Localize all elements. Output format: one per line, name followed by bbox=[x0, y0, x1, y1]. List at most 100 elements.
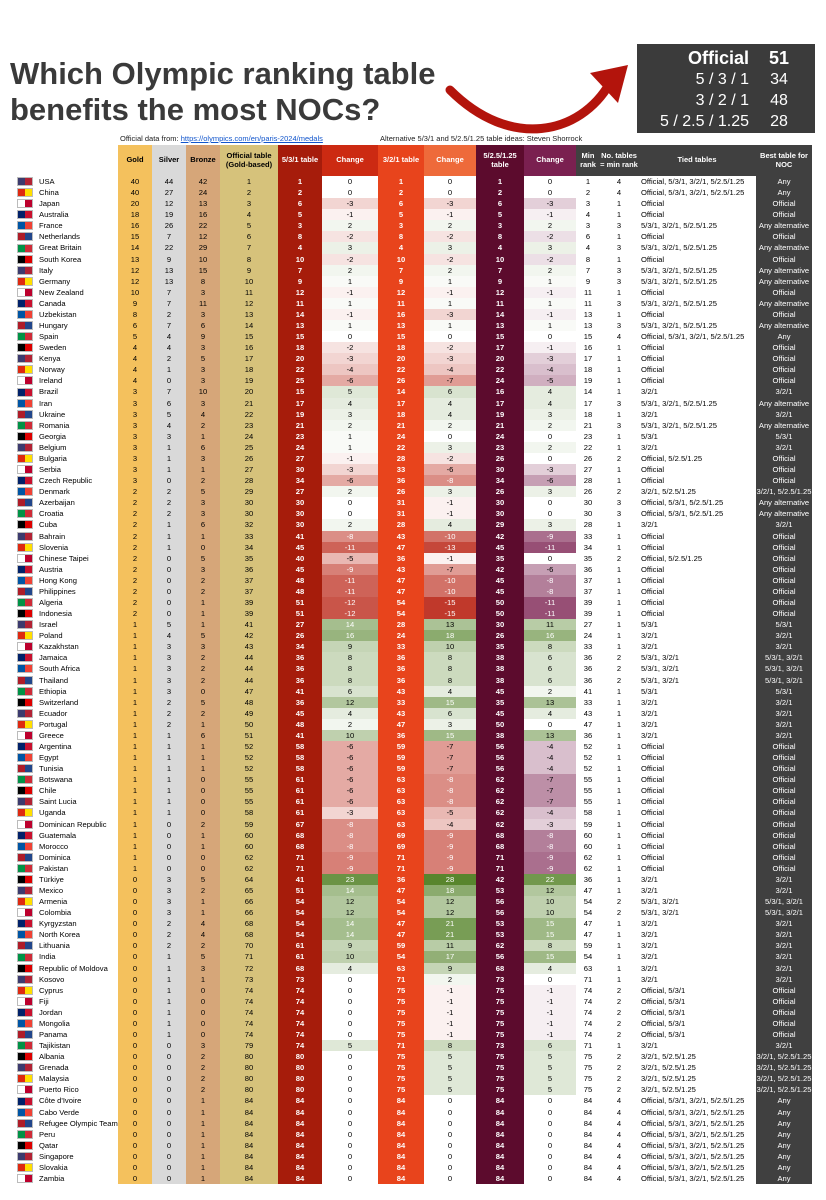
change-321: -8 bbox=[424, 796, 476, 808]
rank-525: 75 bbox=[476, 1062, 524, 1074]
rank-531: 22 bbox=[278, 364, 322, 376]
country: Denmark bbox=[39, 487, 70, 497]
change-321: 8 bbox=[424, 674, 476, 686]
change-525: -5 bbox=[524, 375, 576, 387]
change-531: 0 bbox=[322, 1006, 378, 1018]
best-table: 5/3/1, 3/2/1 bbox=[756, 907, 812, 919]
gold: 0 bbox=[118, 929, 152, 941]
min-rank: 55 bbox=[583, 786, 593, 796]
best-table: Official bbox=[756, 209, 812, 221]
change-321: 5 bbox=[424, 1084, 476, 1096]
rank-321: 13 bbox=[378, 320, 424, 332]
bronze: 5 bbox=[186, 696, 220, 708]
tied-tables: 3/2/1 bbox=[641, 974, 658, 984]
rank-321: 75 bbox=[378, 1084, 424, 1096]
min-rank: 74 bbox=[583, 996, 593, 1006]
rank-321: 75 bbox=[378, 984, 424, 996]
gold: 0 bbox=[118, 1106, 152, 1118]
bronze: 0 bbox=[186, 774, 220, 786]
min-rank: 74 bbox=[583, 1018, 593, 1028]
country: Albania bbox=[39, 1052, 65, 1062]
change-531: -6 bbox=[322, 375, 378, 387]
country: Philippines bbox=[39, 586, 76, 596]
change-321: -7 bbox=[424, 563, 476, 575]
rank-525: 23 bbox=[476, 441, 524, 453]
rank-531: 74 bbox=[278, 984, 322, 996]
source-link[interactable]: https://olympics.com/en/paris-2024/medal… bbox=[180, 134, 323, 143]
rank-531: 84 bbox=[278, 1173, 322, 1185]
min-rank: 75 bbox=[583, 1085, 593, 1095]
country: Republic of Moldova bbox=[39, 963, 108, 973]
flag bbox=[14, 741, 36, 752]
rank-525: 62 bbox=[476, 796, 524, 808]
rank-531: 48 bbox=[278, 585, 322, 597]
rank-321: 59 bbox=[378, 763, 424, 775]
change-531: -6 bbox=[322, 740, 378, 753]
min-rank: 84 bbox=[583, 1174, 593, 1184]
bronze: 4 bbox=[186, 408, 220, 420]
official-rank: 43 bbox=[220, 641, 278, 653]
change-525: 5 bbox=[524, 1084, 576, 1096]
change-321: 0 bbox=[424, 176, 476, 188]
country: Iran bbox=[39, 398, 53, 408]
change-525: 2 bbox=[524, 264, 576, 276]
change-525: -1 bbox=[524, 984, 576, 996]
bronze: 5 bbox=[186, 951, 220, 963]
tables-at-min: 3 bbox=[616, 243, 622, 253]
tied-tables: 3/2/1, 5/2.5/1.25 bbox=[641, 487, 696, 497]
silver: 13 bbox=[152, 264, 186, 276]
change-525: -1 bbox=[524, 1017, 576, 1030]
gold: 40 bbox=[118, 176, 152, 188]
tables-at-min: 1 bbox=[616, 808, 622, 818]
column-header: Change bbox=[524, 145, 576, 176]
official-rank: 65 bbox=[220, 885, 278, 897]
table-row: Slovakia 0 0 1 84 84 0 84 0 84 0 84 4 Official, 5/3/1… bbox=[14, 1161, 812, 1174]
tied-tables: Official, 5/3/1, 3/2/1, 5/2.5/1.25 bbox=[641, 332, 745, 342]
table-row: Morocco 1 0 1 60 68 -8 69 -9 68 -8 60 1 Official Offic… bbox=[14, 840, 812, 852]
gold: 1 bbox=[118, 641, 152, 653]
tables-at-min: 1 bbox=[616, 542, 622, 552]
change-531: 0 bbox=[322, 1139, 378, 1151]
country: Cyprus bbox=[39, 985, 64, 995]
flag bbox=[14, 652, 36, 663]
change-321: -10 bbox=[424, 585, 476, 597]
country: Norway bbox=[39, 365, 65, 375]
tied-tables: 5/3/1, 3/2/1, 5/2.5/1.25 bbox=[641, 243, 717, 253]
best-table: Official bbox=[756, 552, 812, 564]
bronze: 1 bbox=[186, 608, 220, 620]
tables-at-min: 1 bbox=[616, 764, 622, 774]
table-row: Fiji 0 1 0 74 74 0 75 -1 75 -1 74 2 Official, 5/3/1 Of… bbox=[14, 995, 812, 1007]
gold: 3 bbox=[118, 386, 152, 398]
tables-at-min: 4 bbox=[616, 1151, 622, 1161]
change-321: -1 bbox=[424, 1006, 476, 1018]
table-row: Netherlands 15 7 12 6 8 -2 8 -2 8 -2 6 1 Official Offi… bbox=[14, 231, 812, 243]
change-531: 0 bbox=[322, 176, 378, 188]
rank-531: 9 bbox=[278, 275, 322, 287]
change-531: -5 bbox=[322, 552, 378, 564]
rank-531: 19 bbox=[278, 408, 322, 420]
change-525: -9 bbox=[524, 851, 576, 863]
rank-525: 13 bbox=[476, 320, 524, 332]
best-table: 5/3/1, 3/2/1 bbox=[756, 674, 812, 686]
rank-321: 36 bbox=[378, 475, 424, 487]
silver: 1 bbox=[152, 951, 186, 963]
tables-at-min: 1 bbox=[616, 941, 622, 951]
tables-at-min: 1 bbox=[616, 343, 622, 353]
min-rank: 36 bbox=[583, 730, 593, 740]
silver: 3 bbox=[152, 652, 186, 664]
best-table: 3/2/1 bbox=[756, 951, 812, 963]
tied-tables: Official bbox=[641, 775, 665, 785]
table-row: Chile 1 1 0 55 61 -6 63 -8 62 -7 55 1 Official Officia… bbox=[14, 785, 812, 797]
change-321: -13 bbox=[424, 541, 476, 553]
table-row: India 0 1 5 71 61 10 54 17 56 15 54 1 3/2/1 3/2/1 bbox=[14, 951, 812, 963]
tables-at-min: 3 bbox=[616, 321, 622, 331]
table-row: Kenya 4 2 5 17 20 -3 20 -3 20 -3 17 1 Official Officia… bbox=[14, 353, 812, 365]
change-531: -6 bbox=[322, 475, 378, 487]
change-525: -1 bbox=[524, 342, 576, 354]
best-table: Any bbox=[756, 1106, 812, 1118]
official-rank: 52 bbox=[220, 752, 278, 764]
change-525: -9 bbox=[524, 530, 576, 542]
silver: 2 bbox=[152, 707, 186, 719]
tied-tables: 3/2/1, 5/2.5/1.25 bbox=[641, 1074, 696, 1084]
change-531: -8 bbox=[322, 840, 378, 852]
